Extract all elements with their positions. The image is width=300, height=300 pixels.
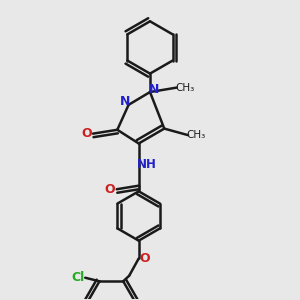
- Text: N: N: [120, 95, 130, 108]
- Text: NH: NH: [136, 158, 156, 171]
- Text: N: N: [148, 82, 159, 96]
- Text: CH₃: CH₃: [187, 130, 206, 140]
- Text: O: O: [81, 127, 92, 140]
- Text: CH₃: CH₃: [176, 82, 195, 93]
- Text: O: O: [105, 183, 116, 196]
- Text: Cl: Cl: [71, 271, 85, 284]
- Text: O: O: [139, 252, 150, 265]
